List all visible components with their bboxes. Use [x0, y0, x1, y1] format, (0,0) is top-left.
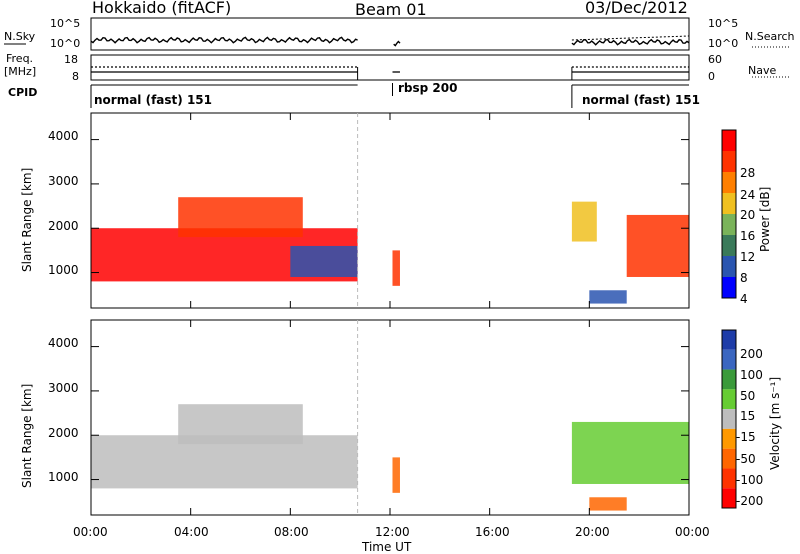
- colorbar-velocity-band-8: [722, 488, 736, 508]
- velocity-region-1: [178, 404, 303, 445]
- x-tick-2: 08:00: [274, 525, 309, 539]
- cb-power-tick-16: 16: [740, 229, 756, 243]
- beam-title: Beam 01: [355, 0, 427, 19]
- colorbar-power-band-7: [722, 277, 736, 298]
- colorbar-velocity-band-3: [722, 389, 736, 410]
- cb-vel-tick-100: 100: [740, 368, 763, 382]
- colorbar-velocity-band-1: [722, 349, 736, 370]
- cb-power-tick-4: 4: [740, 292, 748, 306]
- cb-power-tick-20: 20: [740, 208, 756, 222]
- freq-low-tick: 8: [72, 70, 79, 83]
- y-tick-power-4000: 4000: [48, 129, 79, 143]
- power-region-6: [589, 290, 627, 304]
- cb-power-label: Power [dB]: [758, 186, 772, 252]
- nsky-trace-3: [571, 38, 690, 46]
- x-tick-3: 12:00: [375, 525, 410, 539]
- cb-power-tick-24: 24: [740, 188, 756, 202]
- nave-low-tick: 0: [708, 70, 715, 83]
- cb-power-tick-12: 12: [740, 250, 756, 264]
- cb-vel-tick-m50: -50: [736, 452, 756, 466]
- y-tick-vel-2000: 2000: [48, 426, 79, 440]
- cb-vel-tick-200: 200: [740, 347, 763, 361]
- nsky-panel-frame: [90, 17, 690, 51]
- station-title: Hokkaido (fitACF): [92, 0, 232, 17]
- x-tick-4: 16:00: [475, 525, 510, 539]
- colorbar-velocity-band-0: [722, 330, 736, 350]
- nsearch-high-tick: 10^5: [708, 17, 739, 30]
- colorbar-power-band-0: [722, 130, 736, 151]
- velocity-region-2: [392, 457, 400, 493]
- nsky-low-tick: 10^0: [50, 37, 81, 50]
- nsky-trace-2: [393, 40, 401, 47]
- cb-vel-label: Velocity [m s⁻¹]: [768, 376, 782, 470]
- colorbar-power-band-1: [722, 151, 736, 172]
- velocity-region-3: [571, 421, 689, 484]
- colorbar-power-frame: [721, 129, 737, 299]
- colorbar-velocity-frame: [721, 329, 737, 509]
- colorbar-power-band-5: [722, 235, 736, 256]
- nsky-trace-1: [90, 36, 358, 44]
- y-label-velocity: Slant Range [km]: [20, 383, 34, 488]
- nsearch-label: N.Search: [745, 30, 795, 43]
- power-region-4: [571, 201, 597, 242]
- y-tick-vel-3000: 3000: [48, 381, 79, 395]
- x-tick-5: 20:00: [575, 525, 610, 539]
- x-axis-label: Time UT: [362, 540, 412, 554]
- colorbar-power-band-2: [722, 172, 736, 193]
- nave-label: Nave: [748, 64, 777, 77]
- cb-vel-tick-50: 50: [740, 389, 756, 403]
- cb-vel-tick-m100: -100: [736, 473, 764, 487]
- nsearch-trace: [571, 35, 690, 41]
- velocity-region-4: [589, 497, 627, 511]
- nsky-high-tick: 10^5: [50, 17, 81, 30]
- freq-high-tick: 18: [64, 53, 78, 66]
- cpid-segment-3: normal (fast) 151: [582, 93, 700, 107]
- x-tick-6: 00:00: [675, 525, 710, 539]
- cpid-segment-2: rbsp 200: [398, 81, 458, 95]
- cpid-label: CPID: [8, 86, 38, 99]
- nsearch-low-tick: 10^0: [708, 37, 739, 50]
- colorbar-velocity-band-5: [722, 428, 736, 449]
- y-label-power: Slant Range [km]: [20, 167, 34, 272]
- y-tick-power-2000: 2000: [48, 219, 79, 233]
- cb-power-tick-28: 28: [740, 166, 756, 180]
- cpid-segment-1: normal (fast) 151: [94, 93, 212, 107]
- y-tick-vel-1000: 1000: [48, 470, 79, 484]
- colorbar-velocity-band-4: [722, 409, 736, 429]
- y-tick-power-1000: 1000: [48, 263, 79, 277]
- y-tick-power-3000: 3000: [48, 174, 79, 188]
- cb-vel-tick-m200: -200: [736, 494, 764, 508]
- x-tick-0: 00:00: [73, 525, 108, 539]
- cb-vel-tick-15: 15: [740, 409, 756, 423]
- date-title: 03/Dec/2012: [585, 0, 688, 17]
- cb-power-tick-8: 8: [740, 271, 748, 285]
- power-region-1: [178, 197, 303, 238]
- colorbar-velocity-band-6: [722, 448, 736, 469]
- nave-high-tick: 60: [708, 53, 722, 66]
- mhz-label: [MHz]: [4, 65, 37, 78]
- power-region-3: [392, 250, 400, 286]
- colorbar-power-band-3: [722, 193, 736, 214]
- colorbar-power-band-4: [722, 214, 736, 235]
- power-region-2: [290, 245, 358, 277]
- cb-vel-tick-m15: -15: [736, 430, 756, 444]
- x-tick-1: 04:00: [174, 525, 209, 539]
- colorbar-velocity-band-7: [722, 468, 736, 489]
- y-tick-vel-4000: 4000: [48, 336, 79, 350]
- nsky-label: N.Sky: [4, 30, 36, 43]
- power-region-5: [626, 214, 689, 277]
- colorbar-velocity-band-2: [722, 369, 736, 390]
- colorbar-power-band-6: [722, 256, 736, 277]
- freq-label: Freq.: [6, 52, 34, 65]
